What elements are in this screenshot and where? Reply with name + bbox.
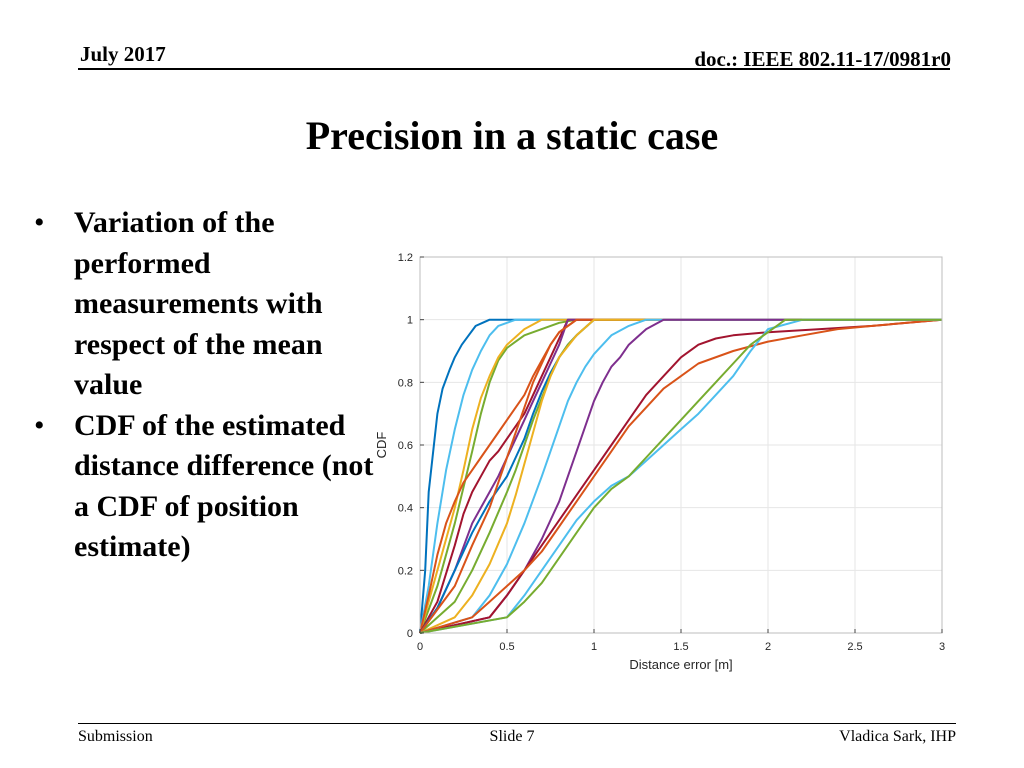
x-tick-label: 1 [591, 641, 597, 653]
y-tick-label: 0 [407, 628, 413, 640]
series-line-11 [419, 318, 942, 634]
bullet-text: Variation of the performed measurements … [74, 206, 323, 401]
bullet-dot-icon: • [34, 206, 45, 239]
series-line-16 [419, 318, 942, 634]
footer-rule [78, 723, 956, 724]
footer-slide-number: Slide 7 [489, 728, 535, 745]
bullet-dot-icon: • [34, 408, 45, 442]
header-doc-id: doc.: IEEE 802.11-17/0981r0 [694, 47, 951, 71]
bullet-list: • Variation of the performed measurements… [34, 203, 374, 568]
series-line-15 [419, 318, 943, 634]
x-tick-label: 2.5 [847, 641, 862, 653]
bullet-item: • CDF of the estimated distance differenc… [34, 406, 374, 568]
x-tick-label: 0 [417, 641, 423, 653]
series-line-6 [419, 318, 942, 634]
bullet-item: • Variation of the performed measurements… [34, 203, 374, 406]
header-date: July 2017 [80, 42, 166, 66]
y-tick-label: 0.2 [398, 565, 413, 577]
y-tick-label: 0.8 [398, 377, 413, 389]
x-tick-label: 3 [939, 641, 945, 653]
series-line-4 [419, 318, 942, 634]
y-tick-label: 1 [407, 315, 413, 327]
x-axis-label: Distance error [m] [629, 657, 732, 672]
slide-title: Precision in a static case [305, 113, 719, 158]
footer-author: Vladica Sark, IHP [839, 728, 956, 745]
series-line-1 [419, 318, 942, 634]
y-tick-label: 1.2 [398, 252, 413, 264]
y-axis-label: CDF [374, 432, 389, 459]
series-line-7 [419, 318, 942, 634]
series-line-12 [419, 318, 942, 634]
footer-submission: Submission [78, 728, 153, 745]
bullet-text: CDF of the estimated distance difference… [74, 408, 374, 564]
cdf-chart: 0 0.5 1 1.5 2 2.5 3 0 0.2 0.4 0.6 0.8 1 1.2 Distance e… [374, 252, 945, 672]
y-tick-label: 0.4 [398, 503, 413, 515]
x-tick-label: 0.5 [499, 641, 514, 653]
series-line-3 [419, 318, 942, 634]
x-tick-label: 1.5 [673, 641, 688, 653]
y-tick-label: 0.6 [398, 440, 413, 452]
series-line-17 [419, 318, 942, 634]
x-tick-label: 2 [765, 641, 771, 653]
series-line-2 [419, 318, 942, 634]
header-rule [78, 68, 950, 70]
series-line-10 [419, 318, 942, 634]
